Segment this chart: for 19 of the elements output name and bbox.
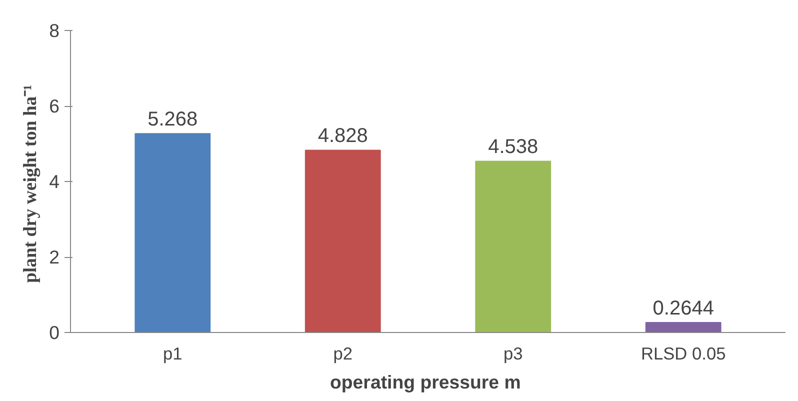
x-tick-label: RLSD 0.05 bbox=[640, 344, 726, 364]
y-tick-label: 8 bbox=[49, 20, 60, 41]
bar bbox=[645, 322, 722, 332]
data-label: 0.2644 bbox=[652, 298, 714, 320]
data-label: 4.828 bbox=[318, 125, 368, 148]
data-label: 4.538 bbox=[488, 136, 538, 158]
bar bbox=[304, 150, 381, 332]
y-axis-title: plant dry weight ton ha⁻¹ bbox=[20, 84, 42, 283]
y-tick-label: 4 bbox=[49, 171, 60, 192]
y-tick-label: 2 bbox=[49, 246, 60, 268]
y-tick-label: 6 bbox=[49, 96, 60, 116]
x-tick-label: p3 bbox=[503, 344, 523, 364]
bar bbox=[475, 160, 552, 332]
y-tick-label: 0 bbox=[49, 322, 60, 343]
x-axis-title: operating pressure m bbox=[330, 372, 521, 392]
bar bbox=[134, 133, 211, 332]
x-tick-label: p2 bbox=[333, 344, 353, 364]
x-tick-label: p1 bbox=[163, 344, 182, 364]
data-label: 5.268 bbox=[148, 108, 198, 131]
